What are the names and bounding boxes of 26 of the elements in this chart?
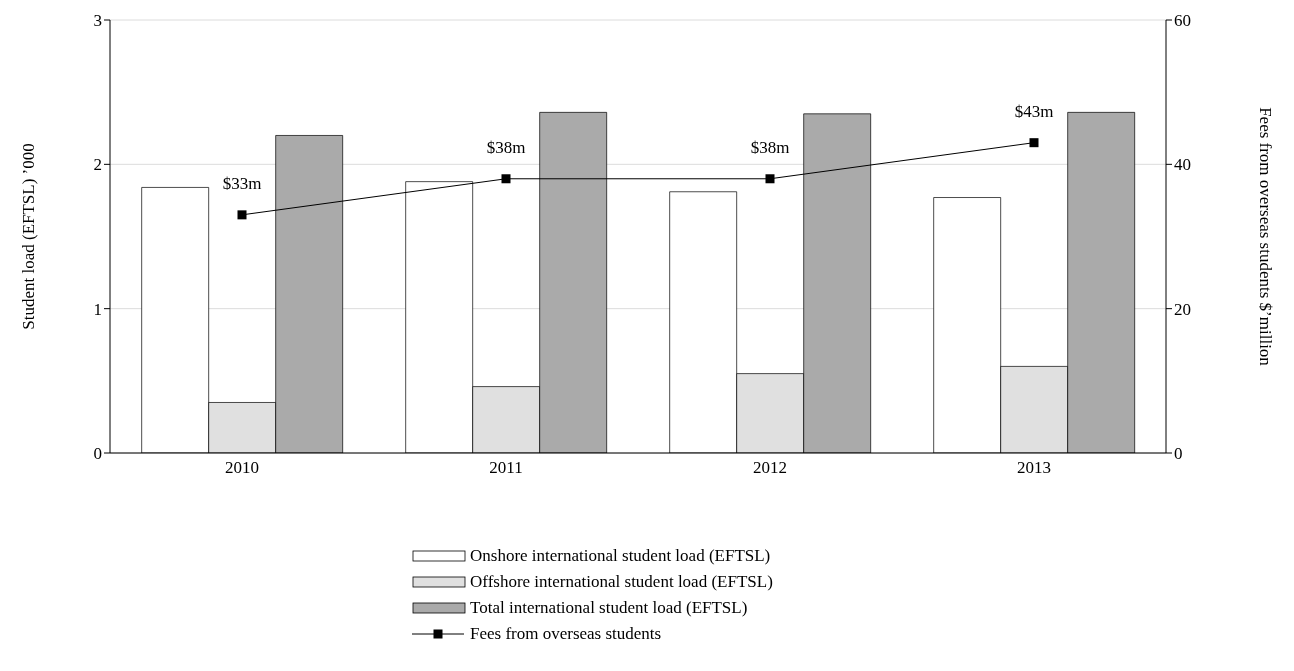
x-tick-label: 2013	[1017, 458, 1051, 478]
y2-tick-label: 60	[1174, 11, 1191, 31]
y2-tick-label: 20	[1174, 299, 1191, 319]
legend-label: Total international student load (EFTSL)	[470, 597, 748, 619]
data-label: $43m	[1014, 101, 1054, 121]
y2-tick-label: 40	[1174, 155, 1191, 175]
x-tick-label: 2010	[225, 458, 259, 478]
legend-label: Fees from overseas students	[470, 623, 662, 645]
y2-tick-label: 0	[1174, 444, 1183, 464]
point	[1029, 138, 1039, 148]
legend-label: Offshore international student load (EFTSL)	[470, 571, 773, 593]
legend-label: Onshore international student load (EFTSL)	[470, 545, 771, 567]
y-tick-label: 3	[93, 11, 102, 31]
y-tick-label: 0	[93, 444, 102, 464]
x-tick-label: 2012	[753, 458, 787, 478]
x-tick-label: 2011	[489, 458, 523, 478]
data-label: $33m	[222, 173, 262, 193]
point	[501, 174, 511, 184]
data-label: $38m	[486, 137, 526, 157]
y-tick-label: 1	[93, 299, 102, 319]
data-label: $38m	[750, 137, 790, 157]
y2-axis-title: Fees from overseas students $’million	[1255, 107, 1275, 367]
point	[237, 210, 247, 220]
y-axis-title: Student load (EFTSL) ’000	[19, 143, 39, 330]
point	[765, 174, 775, 184]
y-tick-label: 2	[93, 155, 102, 175]
